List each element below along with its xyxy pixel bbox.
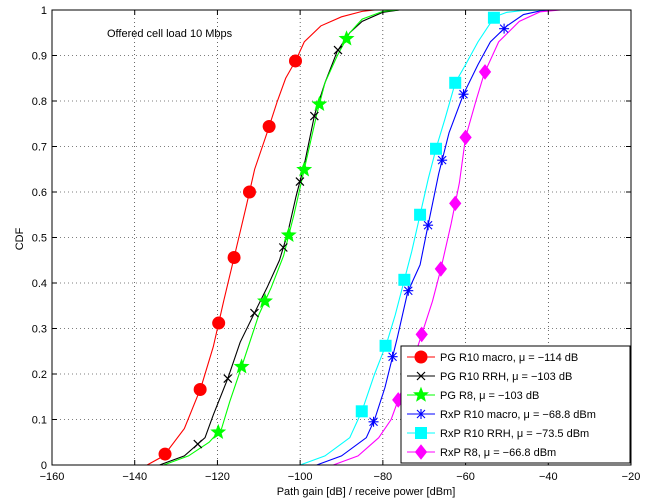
series-4-marker bbox=[499, 23, 510, 34]
series-5-marker bbox=[379, 339, 392, 352]
series-3-marker bbox=[257, 292, 273, 308]
series-1-marker bbox=[242, 185, 256, 199]
legend-marker-3 bbox=[413, 386, 429, 402]
y-tick-label: 0.1 bbox=[32, 415, 47, 427]
series-1-marker bbox=[193, 382, 207, 396]
series-5-marker bbox=[355, 405, 368, 418]
y-tick-label: 0.4 bbox=[32, 278, 47, 290]
y-axis-label: CDF bbox=[14, 227, 26, 250]
series-6-marker bbox=[459, 129, 472, 146]
legend-entry-4: RxP R10 macro, μ = −68.8 dBm bbox=[440, 409, 596, 421]
legend-entry-6: RxP R8, μ = −66.8 dBm bbox=[440, 447, 556, 459]
series-2-marker bbox=[295, 177, 305, 186]
x-axis-label: Path gain [dB] / receive power [dBm] bbox=[277, 486, 456, 498]
y-tick-label: 0.3 bbox=[32, 324, 47, 336]
series-1-marker bbox=[262, 119, 276, 133]
series-2-marker bbox=[309, 111, 319, 121]
series-5-marker bbox=[398, 273, 411, 286]
legend-marker-1 bbox=[414, 350, 428, 364]
legend-entry-5: RxP R10 RRH, μ = −73.5 dBm bbox=[440, 428, 589, 440]
x-tick-label: −60 bbox=[456, 471, 475, 483]
series-3-marker bbox=[210, 423, 227, 440]
series-5-marker bbox=[487, 11, 500, 24]
series-1-marker bbox=[158, 447, 172, 461]
x-tick-label: −100 bbox=[288, 471, 313, 483]
legend-marker-6 bbox=[414, 444, 428, 460]
y-tick-label: 1 bbox=[41, 5, 47, 17]
y-tick-label: 0.6 bbox=[32, 187, 47, 199]
x-tick-label: −20 bbox=[622, 471, 641, 483]
series-2-marker bbox=[223, 374, 233, 383]
y-tick-label: 0.9 bbox=[32, 51, 47, 63]
x-tick-labels: −160 −140 −120 −100 −80 −60 −40 −20 bbox=[40, 471, 641, 483]
legend-marker-2 bbox=[416, 371, 426, 381]
series-4-marker bbox=[423, 220, 434, 231]
series-2-marker bbox=[278, 243, 288, 252]
series-6-marker bbox=[478, 64, 492, 80]
y-tick-label: 0.2 bbox=[32, 369, 47, 381]
series-1-marker bbox=[288, 54, 302, 68]
x-tick-label: −160 bbox=[40, 471, 65, 483]
grid-lines bbox=[52, 10, 631, 465]
y-tick-label: 0 bbox=[41, 460, 47, 472]
series-3-marker bbox=[296, 161, 313, 177]
series-3-marker bbox=[311, 95, 328, 111]
legend-entry-1: PG R10 macro, μ = −114 dB bbox=[440, 352, 578, 364]
series-4-marker bbox=[458, 89, 469, 100]
legend-marker-4 bbox=[416, 409, 426, 419]
series-4-marker bbox=[387, 351, 398, 362]
series-3-marker bbox=[338, 30, 355, 46]
annotation-text: Offered cell load 10 Mbps bbox=[107, 28, 233, 40]
y-tick-label: 0.8 bbox=[32, 96, 47, 108]
series-3-marker bbox=[233, 358, 250, 374]
y-tick-label: 0.5 bbox=[32, 233, 47, 245]
series-markers bbox=[158, 11, 510, 461]
series-2-marker bbox=[250, 308, 259, 318]
series-5-marker bbox=[449, 76, 462, 89]
series-4-marker bbox=[437, 155, 448, 166]
x-tick-label: −80 bbox=[374, 471, 393, 483]
y-tick-labels: 0 0.1 0.2 0.3 0.4 0.5 0.6 0.7 0.8 0.9 1 bbox=[32, 5, 47, 472]
legend-entry-2: PG R10 RRH, μ = −103 dB bbox=[440, 371, 572, 383]
series-2-marker bbox=[333, 45, 343, 55]
x-tick-label: −140 bbox=[122, 471, 147, 483]
y-tick-label: 0.7 bbox=[32, 142, 47, 154]
series-5-marker bbox=[430, 142, 443, 155]
series-5-marker bbox=[414, 208, 427, 221]
series-3-marker bbox=[280, 226, 297, 243]
legend-marker-5 bbox=[415, 427, 427, 439]
x-tick-label: −40 bbox=[539, 471, 558, 483]
legend-entry-3: PG R8, μ = −103 dB bbox=[440, 390, 539, 402]
series-1-marker bbox=[227, 251, 241, 265]
series-4-marker bbox=[403, 285, 414, 296]
series-2-marker bbox=[193, 439, 203, 449]
series-line-6 bbox=[333, 9, 561, 466]
legend-box bbox=[400, 345, 631, 464]
series-6-marker bbox=[449, 195, 462, 212]
series-4-marker bbox=[368, 416, 379, 427]
legend: PG R10 macro, μ = −114 dB PG R10 RRH, μ =… bbox=[400, 345, 631, 464]
series-6-marker bbox=[415, 326, 428, 343]
x-tick-label: −120 bbox=[205, 471, 230, 483]
series-1-marker bbox=[212, 316, 226, 330]
series-6-marker bbox=[434, 261, 447, 277]
